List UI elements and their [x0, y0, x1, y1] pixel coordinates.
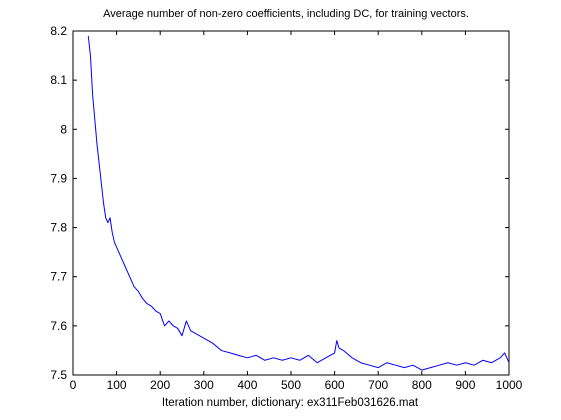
x-tick-label: 300 [194, 378, 214, 392]
x-tick-label: 500 [281, 378, 301, 392]
y-axis: 7.5 7.6 7.7 7.8 7.9 8 8.1 8.2 [50, 24, 509, 382]
series-layer [87, 35, 510, 371]
y-tick-label: 7.5 [50, 368, 67, 382]
y-tick-label: 8 [60, 122, 67, 136]
x-tick-label: 700 [368, 378, 388, 392]
y-tick-label: 7.9 [50, 171, 67, 185]
x-tick-label: 800 [412, 378, 432, 392]
y-tick-label: 7.8 [50, 221, 67, 235]
x-axis-label: Iteration number, dictionary: ex311Feb03… [162, 397, 419, 409]
plot-area [72, 30, 510, 376]
plot-frame [72, 30, 510, 376]
y-tick-label: 8.1 [50, 73, 67, 87]
x-tick-label: 0 [70, 378, 77, 392]
x-tick-label: 900 [455, 378, 475, 392]
series-line [87, 35, 510, 371]
x-tick-label: 400 [237, 378, 257, 392]
x-tick-label: 600 [325, 378, 345, 392]
y-tick-label: 7.6 [50, 319, 67, 333]
x-tick-label: 1000 [496, 378, 523, 392]
y-tick-label: 7.7 [50, 270, 67, 284]
x-axis: 0 100 200 300 400 500 600 700 800 900 1000 [70, 31, 523, 392]
y-tick-label: 8.2 [50, 24, 67, 38]
x-tick-label: 100 [107, 378, 127, 392]
chart-title: Average number of non-zero coefficients,… [103, 8, 469, 20]
x-tick-label: 200 [150, 378, 170, 392]
